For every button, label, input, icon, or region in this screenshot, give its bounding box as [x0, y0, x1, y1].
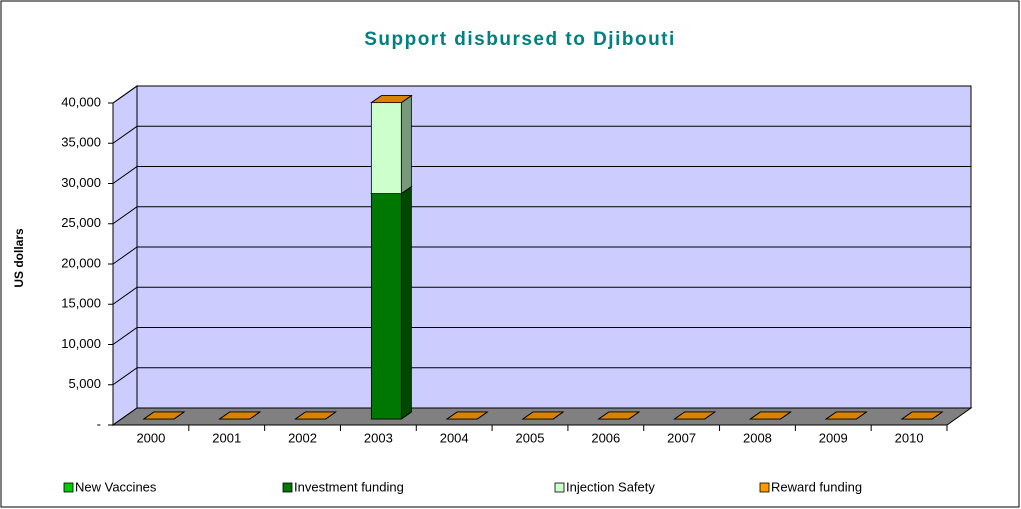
legend-label: Investment funding: [294, 479, 404, 494]
legend-swatch: [554, 482, 565, 493]
legend-swatch: [759, 482, 770, 493]
bar-top: [218, 411, 261, 420]
bar-front: [370, 193, 402, 420]
y-tick-label: 10,000: [61, 336, 101, 351]
x-tick-label: 2001: [212, 430, 241, 445]
bar-top: [142, 411, 186, 420]
bar-top: [294, 411, 337, 420]
bar-segment: [825, 411, 868, 420]
x-tick-label: 2006: [591, 430, 620, 445]
legend-swatch: [282, 482, 293, 493]
y-tick-label: 30,000: [61, 175, 101, 190]
bar-segment: [370, 95, 413, 104]
bar-segment: [370, 94, 413, 195]
legend-swatch: [63, 482, 74, 493]
grid-line: [112, 327, 971, 345]
legend-label: Injection Safety: [566, 479, 655, 494]
grid-line: [112, 206, 971, 225]
bar-top: [445, 411, 489, 420]
bar-top: [749, 411, 792, 420]
legend-label: New Vaccines: [75, 479, 157, 494]
bar-segment: [294, 411, 337, 420]
y-tick-label: 40,000: [61, 94, 101, 109]
bar-segment: [370, 185, 413, 420]
x-tick-label: 2005: [516, 430, 545, 445]
bar-segment: [673, 411, 716, 420]
grid-line: [112, 286, 971, 305]
bar-segment: [749, 411, 792, 420]
x-tick-label: 2000: [136, 430, 165, 445]
x-tick-label: 2010: [895, 430, 924, 445]
grid-line: [112, 166, 971, 184]
bar-segment: [142, 411, 186, 420]
y-tick-label: 20,000: [61, 255, 101, 270]
x-tick-label: 2007: [667, 430, 696, 445]
x-tick-label: 2004: [440, 430, 469, 445]
bar-top: [597, 411, 641, 420]
bar-segment: [900, 411, 944, 420]
bar-front: [370, 102, 402, 194]
grid-line: [112, 367, 971, 386]
grid-line: [112, 85, 971, 104]
bar-side: [400, 94, 412, 195]
bar-top: [370, 95, 413, 104]
y-tick-label: -: [97, 416, 101, 431]
x-tick-label: 2009: [819, 430, 848, 445]
y-tick-label: 15,000: [61, 296, 101, 311]
bar-segment: [218, 411, 261, 420]
y-tick-label: 35,000: [61, 135, 101, 150]
bar-top: [900, 411, 944, 420]
x-tick-label: 2003: [364, 430, 393, 445]
bar-side: [400, 185, 412, 420]
chart-title: Support disbursed to Djibouti: [364, 29, 676, 50]
bar-top: [521, 411, 565, 420]
bar-segment: [521, 411, 565, 420]
bar-top: [825, 411, 868, 420]
grid-line: [112, 246, 971, 265]
y-tick-label: 25,000: [61, 215, 101, 230]
legend-label: Reward funding: [771, 479, 862, 494]
grid-line: [112, 125, 971, 144]
bar-segment: [445, 411, 489, 420]
x-tick-label: 2002: [288, 430, 317, 445]
bar-segment: [597, 411, 641, 420]
x-tick-label: 2008: [743, 430, 772, 445]
y-axis-label: US dollars: [12, 228, 26, 288]
y-tick-label: 5,000: [68, 376, 101, 391]
bar-top: [673, 411, 716, 420]
